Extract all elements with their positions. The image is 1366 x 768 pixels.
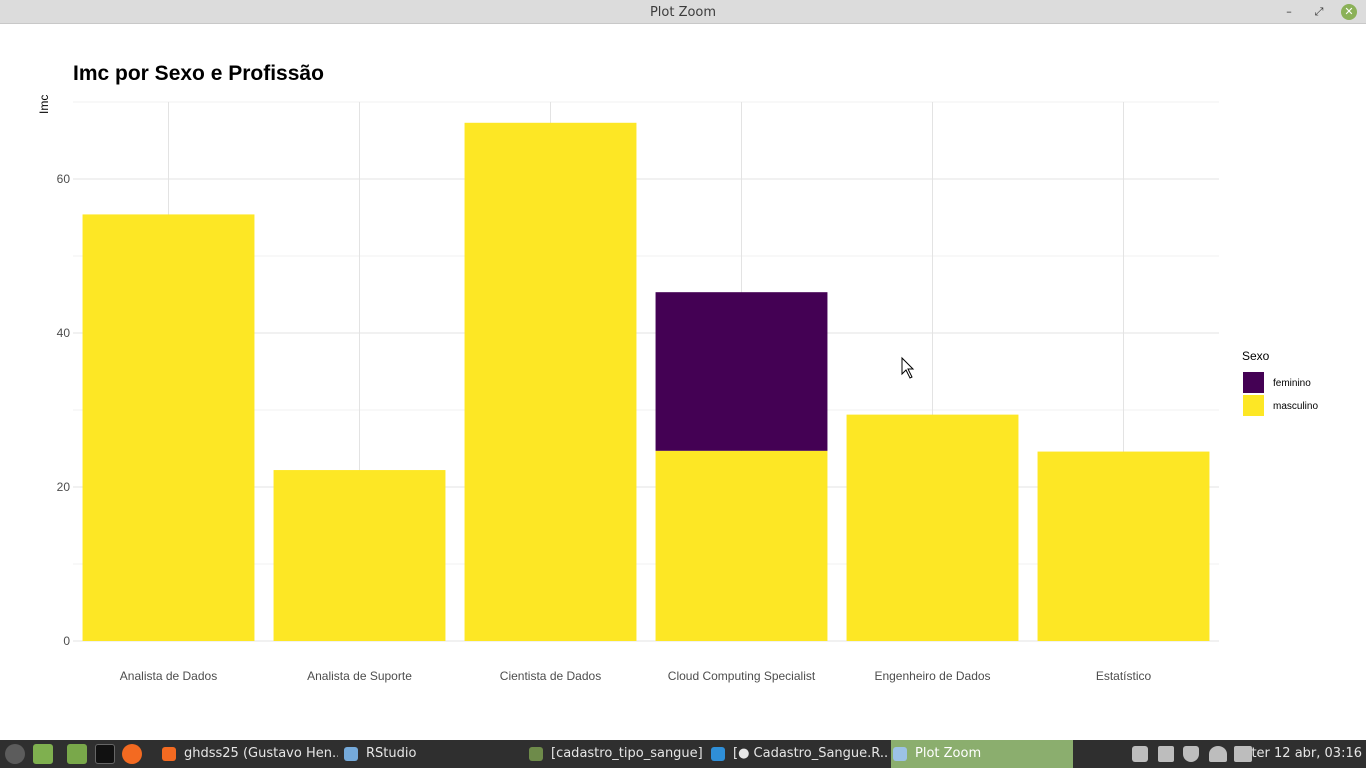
legend-label-masculino: masculino	[1273, 401, 1318, 412]
taskbar-item-label: [cadastro_tipo_sangue]	[551, 746, 703, 761]
legend-swatch-feminino	[1243, 372, 1264, 393]
x-tick-label: Analista de Suporte	[307, 669, 412, 683]
bluetooth-icon[interactable]	[1132, 746, 1148, 762]
taskbar-item-folder[interactable]: [cadastro_tipo_sangue]	[527, 740, 703, 768]
y-tick-label: 0	[63, 634, 70, 648]
close-button[interactable]: ✕	[1341, 4, 1357, 20]
taskbar-item-label: ghdss25 (Gustavo Hen...	[184, 746, 338, 761]
legend-swatch-masculino	[1243, 395, 1264, 416]
x-tick-label: Estatístico	[1096, 669, 1152, 683]
firefox-launcher-icon[interactable]	[122, 744, 142, 764]
x-tick-label: Engenheiro de Dados	[874, 669, 990, 683]
mouse-cursor-icon	[901, 356, 915, 379]
window-title: Plot Zoom	[649, 5, 717, 20]
x-tick-label: Cloud Computing Specialist	[668, 669, 816, 683]
folder-icon	[529, 746, 543, 761]
x-tick-labels: Analista de Dados Analista de Suporte Cien…	[120, 669, 1152, 683]
x-tick-label: Analista de Dados	[120, 669, 217, 683]
firefox-icon	[162, 746, 176, 761]
y-tick-label: 60	[57, 172, 71, 186]
taskbar-item-rstudio[interactable]: RStudio	[342, 740, 492, 768]
shield-icon[interactable]	[1183, 746, 1199, 762]
minimize-button[interactable]: –	[1286, 5, 1292, 18]
legend: Sexo feminino masculino	[1242, 349, 1318, 416]
clipboard-icon[interactable]	[1158, 746, 1174, 762]
window-titlebar: Plot Zoom – ⤢ ✕	[0, 0, 1366, 24]
taskbar: ghdss25 (Gustavo Hen... RStudio [cadastro_…	[0, 740, 1366, 768]
bar-masculino	[464, 122, 637, 642]
plot-area: Imc por Sexo e Profissão Imc 0 20 40 60 Ana…	[37, 62, 1318, 683]
bar-masculino	[846, 414, 1019, 641]
window-icon	[893, 746, 907, 761]
y-tick-label: 40	[57, 326, 71, 340]
x-tick-label: Cientista de Dados	[500, 669, 601, 683]
rstudio-icon	[344, 746, 358, 761]
chart-title: Imc por Sexo e Profissão	[73, 62, 324, 85]
y-tick-label: 20	[57, 480, 71, 494]
restore-button[interactable]: ⤢	[1314, 5, 1324, 18]
y-tick-labels: 0 20 40 60	[57, 172, 71, 648]
files-icon[interactable]	[67, 744, 87, 764]
taskbar-item-window[interactable]: Plot Zoom	[891, 740, 1073, 768]
bar-masculino	[82, 214, 255, 642]
clock[interactable]: ter 12 abr, 03:16	[1251, 746, 1362, 761]
bar-masculino	[655, 450, 828, 641]
menu-icon[interactable]	[5, 744, 25, 764]
bar-masculino	[273, 470, 446, 641]
taskbar-item-label: RStudio	[366, 746, 417, 761]
legend-label-feminino: feminino	[1273, 378, 1311, 389]
taskbar-item-label: Plot Zoom	[915, 746, 982, 761]
bars	[82, 122, 1210, 642]
taskbar-item-vscode[interactable]: [● Cadastro_Sangue.R...	[709, 740, 887, 768]
bar-feminino	[655, 292, 828, 451]
taskbar-item-label: [● Cadastro_Sangue.R...	[733, 746, 887, 761]
taskbar-item-firefox[interactable]: ghdss25 (Gustavo Hen...	[160, 740, 338, 768]
show-desktop-icon[interactable]	[33, 744, 53, 764]
terminal-icon[interactable]	[95, 744, 115, 764]
bar-masculino	[1037, 451, 1210, 641]
vscode-icon	[711, 746, 725, 761]
wifi-icon[interactable]	[1209, 746, 1227, 762]
legend-title: Sexo	[1242, 349, 1270, 363]
y-axis-label: Imc	[37, 95, 51, 114]
volume-icon[interactable]	[1234, 746, 1252, 762]
